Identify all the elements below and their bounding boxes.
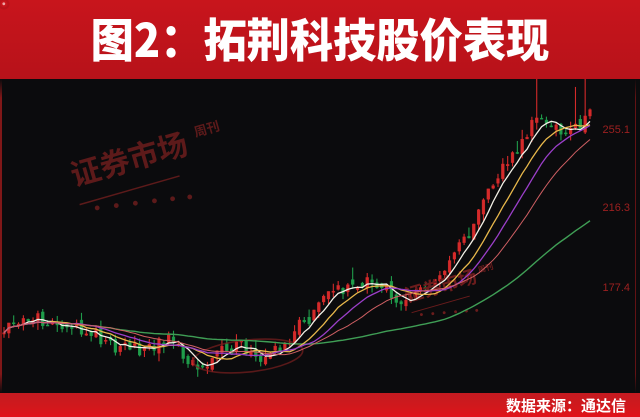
svg-text:周刊: 周刊 bbox=[191, 115, 221, 140]
svg-text:证券市场: 证券市场 bbox=[65, 120, 192, 195]
